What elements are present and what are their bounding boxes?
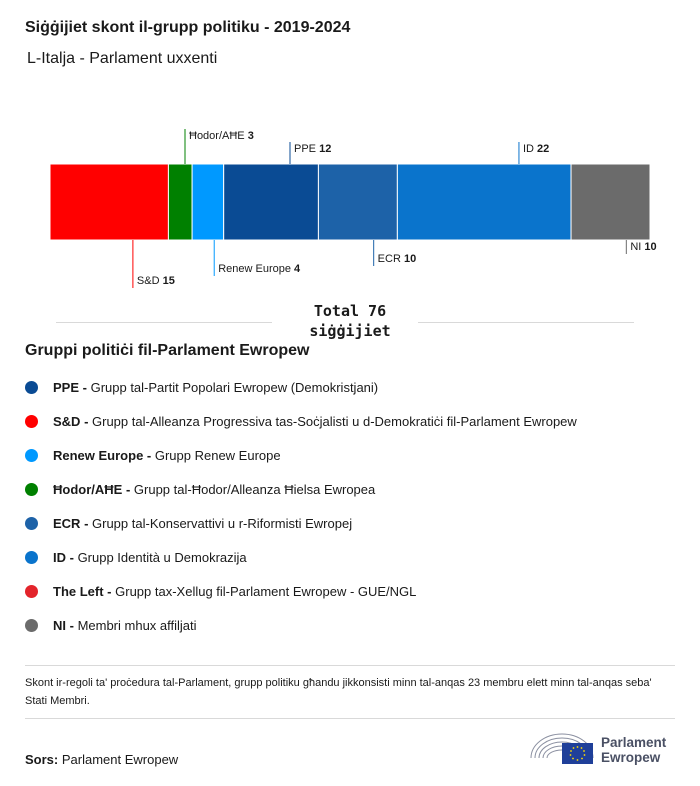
legend-description: Grupp tal-Alleanza Progressiva tas-Soċja…	[92, 413, 577, 429]
data-label-ppe: PPE 12	[294, 143, 331, 155]
legend-code: NI	[53, 617, 66, 633]
logo-text-line1: Parlament	[601, 735, 667, 750]
bar-segment-s-d	[49, 163, 169, 241]
data-label-ni: NI 10	[630, 241, 656, 253]
logo-text-line2: Ewropew	[601, 750, 661, 765]
bar-segment-ppe	[223, 163, 319, 241]
chart-title: Siġġijiet skont il-grupp politiku - 2019…	[25, 19, 351, 36]
legend-code: S&D	[53, 413, 81, 429]
legend-code: The Left	[53, 583, 104, 599]
european-parliament-logo: Parlament Ewropew	[529, 728, 679, 770]
legend-separator: -	[122, 481, 134, 497]
legend-color-dot	[25, 550, 38, 564]
legend-color-dot	[25, 380, 38, 394]
legend-color-dot	[25, 618, 38, 632]
bar-segment-ni	[570, 163, 651, 241]
total-seats-number: Total 76	[313, 302, 387, 320]
chart-subtitle: L-Italja - Parlament uxxenti	[27, 50, 218, 67]
source: Sors: Parlament Ewropew	[25, 752, 178, 767]
legend-separator: -	[103, 583, 116, 599]
legend-code: ID	[53, 549, 66, 565]
legend-description: Membri mhux affiljati	[77, 617, 197, 633]
legend-description: Grupp Identità u Demokrazija	[77, 549, 247, 565]
footnote: Skont ir-regoli ta' proċedura tal-Parlam…	[25, 677, 652, 707]
legend-description: Grupp tal-Ħodor/Alleanza Ħielsa Ewropea	[133, 481, 376, 497]
legend-separator: -	[143, 447, 155, 463]
parliament-hemicycle-icon	[530, 733, 594, 764]
legend-item-ni: NI - Membri mhux affiljati	[25, 608, 577, 642]
divider	[25, 665, 675, 666]
legend-color-dot	[25, 448, 38, 462]
legend-color-dot	[25, 414, 38, 428]
source-label: Sors:	[25, 752, 59, 767]
legend-color-dot	[25, 482, 38, 496]
bar-segment-renew-europe	[191, 163, 225, 241]
bar-segment-id	[396, 163, 572, 241]
legend-separator: -	[79, 379, 91, 395]
legend-separator: -	[80, 515, 93, 531]
logo-text: Parlament Ewropew	[601, 735, 666, 765]
legend-color-dot	[25, 584, 38, 598]
legend-code: Ħodor/AĦE	[53, 481, 123, 497]
legend-separator: -	[66, 549, 78, 565]
data-label-odor-a-e: Ħodor/AĦE 3	[189, 130, 254, 142]
legend-color-dot	[25, 516, 38, 530]
total-divider-right	[418, 322, 634, 323]
legend-code: Renew Europe	[53, 447, 144, 463]
legend-item-the-left: The Left - Grupp tax-Xellug fil-Parlamen…	[25, 574, 577, 608]
legend-description: Grupp tal-Partit Popolari Ewropew (Demok…	[90, 379, 379, 395]
legend-title: Gruppi politiċi fil-Parlament Ewropew	[25, 342, 310, 359]
source-text: Parlament Ewropew	[61, 752, 179, 767]
legend-description: Grupp tal-Konservattivi u r-Riformisti E…	[92, 515, 353, 531]
divider	[25, 718, 675, 719]
legend-code: PPE	[53, 379, 80, 395]
total-seats-label: Total 76 siġġijiet	[280, 301, 420, 341]
data-label-ecr: ECR 10	[378, 253, 417, 265]
stacked-bar-chart: S&D 15 Ħodor/AĦE 3 Renew Europe 4 PPE 12 ECR…	[49, 129, 657, 288]
data-label-renew-europe: Renew Europe 4	[218, 263, 301, 275]
legend-item-id: ID - Grupp Identità u Demokrazija	[25, 540, 577, 574]
legend-item-odor-a-e: Ħodor/AĦE - Grupp tal-Ħodor/Alleanza Ħie…	[25, 472, 577, 506]
bar-segment-odor-a-e	[167, 163, 193, 241]
data-label-s-d: S&D 15	[137, 275, 175, 287]
legend-item-ecr: ECR - Grupp tal-Konservattivi u r-Riform…	[25, 506, 577, 540]
legend-item-s-d: S&D - Grupp tal-Alleanza Progressiva tas…	[25, 404, 577, 438]
data-label-id: ID 22	[523, 143, 549, 155]
legend-separator: -	[66, 617, 78, 633]
legend-item-ppe: PPE - Grupp tal-Partit Popolari Ewropew …	[25, 370, 577, 404]
legend-description: Grupp tax-Xellug fil-Parlament Ewropew -…	[115, 583, 417, 599]
legend-code: ECR	[53, 515, 81, 531]
total-seats-unit: siġġijiet	[309, 322, 391, 340]
legend-separator: -	[80, 413, 93, 429]
legend: PPE - Grupp tal-Partit Popolari Ewropew …	[25, 370, 577, 642]
bar-segment-ecr	[317, 163, 398, 241]
total-divider-left	[56, 322, 272, 323]
legend-item-renew-europe: Renew Europe - Grupp Renew Europe	[25, 438, 577, 472]
legend-description: Grupp Renew Europe	[154, 447, 281, 463]
